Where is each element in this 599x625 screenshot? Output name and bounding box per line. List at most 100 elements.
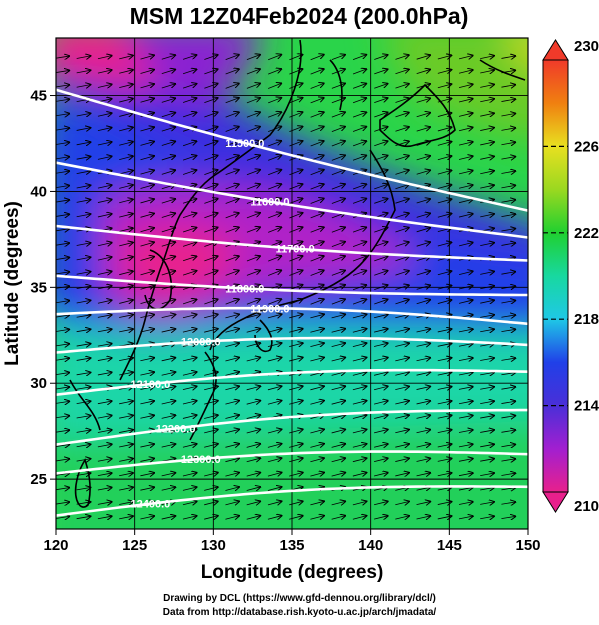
wind-arrow	[246, 299, 260, 305]
wind-arrow	[458, 401, 473, 404]
wind-arrow	[331, 458, 346, 462]
wind-arrow	[374, 516, 388, 519]
wind-arrow	[352, 285, 366, 291]
wind-arrow	[267, 516, 282, 520]
wind-arrow	[437, 358, 452, 361]
wind-arrow	[161, 444, 176, 447]
wind-arrow	[246, 270, 260, 276]
wind-arrow	[395, 228, 408, 233]
wind-arrow	[182, 314, 197, 317]
wind-arrow	[289, 299, 302, 305]
wind-arrow	[437, 300, 452, 304]
wind-arrow	[331, 343, 346, 347]
wind-arrow	[331, 357, 346, 361]
wind-arrow	[246, 386, 261, 390]
wind-arrow	[310, 473, 324, 477]
wind-arrow	[161, 213, 175, 218]
wind-arrow	[458, 199, 473, 202]
wind-arrow	[161, 329, 176, 332]
wind-arrow	[395, 127, 408, 132]
contour-label: 12100.0	[131, 379, 171, 391]
wind-arrow	[480, 142, 494, 145]
wind-arrow	[374, 299, 387, 305]
wind-arrow	[119, 315, 133, 318]
wind-arrow	[56, 171, 69, 173]
wind-arrow	[140, 242, 154, 246]
wind-arrow	[204, 487, 218, 490]
wind-arrow	[458, 127, 473, 130]
wind-arrow	[437, 473, 452, 476]
wind-arrow	[140, 142, 154, 146]
wind-arrow	[374, 242, 387, 247]
wind-arrow	[56, 85, 69, 87]
wind-arrow	[310, 444, 324, 448]
wind-arrow	[268, 112, 281, 118]
wind-arrow	[395, 300, 408, 305]
wind-arrow	[480, 358, 494, 361]
wind-arrow	[161, 358, 176, 361]
wind-arrow	[56, 157, 69, 159]
wind-arrow	[119, 257, 133, 260]
wind-arrow	[480, 459, 494, 462]
wind-arrow	[374, 199, 387, 204]
wind-arrow	[437, 199, 452, 203]
wind-arrow	[331, 184, 345, 190]
wind-arrow	[374, 84, 387, 89]
wind-arrow	[225, 256, 239, 262]
map-panel: 11500.0 11600.0 11700.0 11800.0 11900.0 12000…	[56, 38, 528, 529]
wind-arrow	[416, 372, 431, 375]
wind-arrow	[480, 128, 494, 131]
wind-arrow	[480, 387, 494, 390]
wind-arrow	[246, 473, 261, 477]
wind-arrow	[501, 113, 515, 115]
wind-arrow	[458, 387, 473, 390]
chart-title: MSM 12Z04Feb2024 (200.0hPa)	[130, 3, 469, 29]
wind-arrow	[182, 501, 197, 504]
wind-arrow	[374, 473, 388, 476]
colorbar-tick-label: 218	[574, 311, 599, 328]
wind-arrow	[374, 127, 387, 132]
wind-arrow	[119, 70, 133, 73]
contour-label: 11500.0	[225, 138, 264, 150]
wind-arrow	[225, 184, 239, 190]
wind-arrow	[480, 315, 494, 318]
wind-arrow	[182, 444, 197, 447]
wind-arrow	[225, 98, 239, 104]
wind-arrow	[225, 372, 239, 375]
wind-arrow	[289, 357, 303, 361]
wind-arrow	[225, 329, 239, 332]
contour-line	[56, 274, 528, 297]
wind-arrow	[161, 487, 176, 490]
wind-arrow	[395, 358, 409, 361]
wind-arrow	[331, 285, 345, 291]
wind-arrow	[97, 300, 112, 303]
wind-arrow	[204, 213, 217, 219]
wind-arrow	[289, 458, 303, 462]
wind-arrow	[501, 329, 515, 331]
wind-arrow	[352, 271, 366, 276]
wind-arrow	[331, 141, 345, 147]
wind-arrow	[437, 156, 452, 160]
wind-arrow	[480, 516, 494, 519]
wind-arrow	[97, 128, 112, 131]
wind-arrow	[395, 329, 409, 332]
wind-arrow	[246, 314, 261, 318]
wind-arrow	[289, 473, 303, 477]
wind-arrow	[204, 199, 217, 204]
wind-arrow	[204, 98, 217, 104]
wind-arrow	[97, 199, 112, 202]
wind-arrow	[501, 502, 515, 504]
wind-arrow	[416, 84, 430, 89]
wind-arrow	[289, 516, 303, 520]
wind-arrow	[310, 199, 324, 204]
wind-arrow	[76, 243, 91, 246]
contour-line	[56, 306, 528, 326]
wind-arrow	[352, 458, 367, 461]
wind-arrow	[331, 516, 346, 520]
wind-arrow	[416, 199, 430, 204]
wind-arrow	[76, 387, 91, 389]
wind-arrow	[352, 386, 367, 389]
wind-arrow	[56, 516, 69, 518]
wind-arrow	[140, 358, 154, 361]
wind-arrow	[374, 256, 387, 262]
